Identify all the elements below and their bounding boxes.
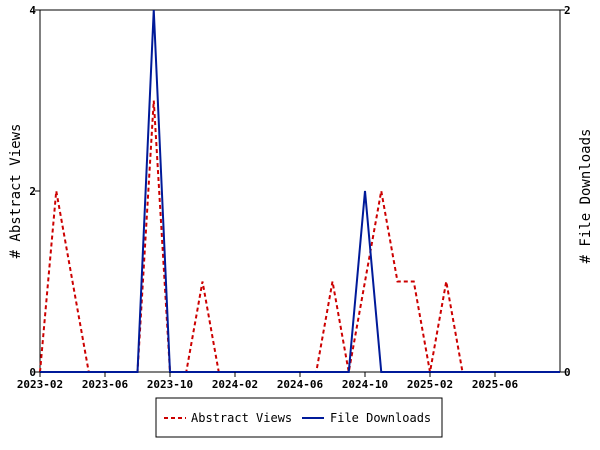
x-tick-label: 2023-06 (82, 378, 129, 391)
axis-layer: 2023-02 2023-06 2023-10 2024-02 2024-06 2024-… (17, 4, 571, 391)
x-tick-label: 2025-02 (407, 378, 453, 391)
right-y-tick-label: 0 (564, 366, 571, 379)
x-tick-label: 2024-02 (212, 378, 258, 391)
legend-box (155, 397, 443, 438)
x-tick-label: 2023-02 (17, 378, 63, 391)
legend: Abstract Views File Downloads (155, 397, 443, 438)
left-y-tick-label: 0 (29, 366, 36, 379)
x-tick-label: 2024-06 (277, 378, 324, 391)
x-tick-label: 2024-10 (342, 378, 388, 391)
right-axis-title: # File Downloads (578, 129, 594, 264)
left-y-tick-label: 2 (29, 185, 36, 198)
x-tick-label: 2025-06 (472, 378, 519, 391)
right-y-tick-label: 2 (564, 4, 571, 17)
legend-label-file-downloads: File Downloads (330, 411, 431, 425)
legend-label-abstract-views: Abstract Views (191, 411, 292, 425)
left-axis-title: # Abstract Views (8, 124, 24, 259)
x-tick-label: 2023-10 (147, 378, 193, 391)
plot-area (39, 9, 561, 373)
left-y-tick-label: 4 (29, 4, 36, 17)
